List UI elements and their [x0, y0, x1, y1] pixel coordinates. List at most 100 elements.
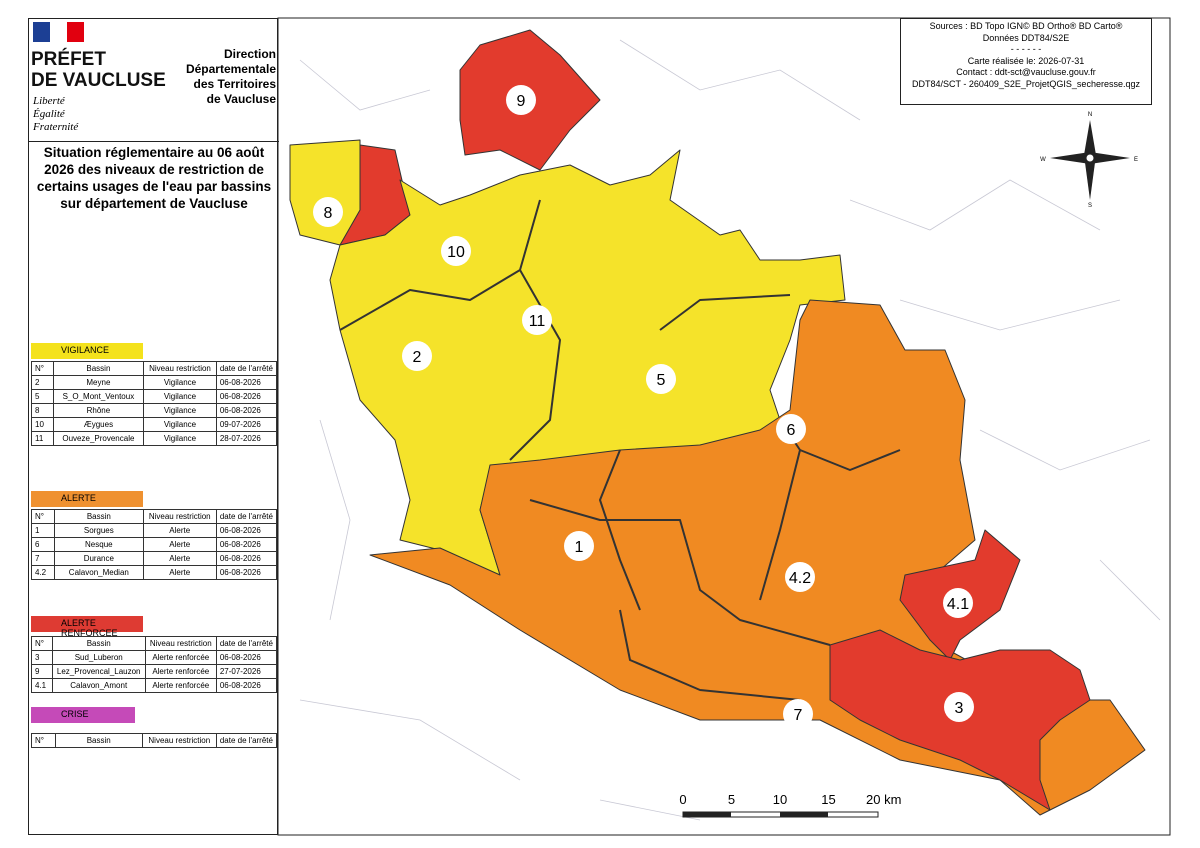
- cell: 06-08-2026: [215, 375, 278, 390]
- compass: [1050, 120, 1130, 200]
- table-row: 6 Nesque Alerte 06-08-2026: [30, 537, 278, 552]
- column-header: Niveau restriction: [144, 636, 217, 651]
- basin-marker: [783, 699, 813, 729]
- source-line: Contact : ddt-sct@vaucluse.gouv.fr: [956, 67, 1096, 77]
- department-line: de Vaucluse: [206, 92, 276, 106]
- column-header: Bassin: [54, 733, 143, 748]
- column-header: date de l'arrêté: [215, 636, 278, 651]
- motto-line: Égalité: [33, 108, 65, 120]
- basin-marker: [776, 414, 806, 444]
- table-row: 11 Ouveze_Provencale Vigilance 28-07-2026: [31, 431, 278, 446]
- column-header: date de l'arrêté: [215, 733, 278, 748]
- cell: Vigilance: [143, 403, 217, 418]
- basin-marker: [944, 692, 974, 722]
- basin-label: 4.2: [789, 570, 811, 587]
- level-header: ALERTE RENFORCEE: [31, 616, 143, 638]
- cell: 10: [31, 417, 54, 432]
- cell: 5: [31, 389, 54, 404]
- column-header: Niveau restriction: [143, 361, 217, 376]
- cell: Sorgues: [54, 523, 144, 538]
- scale-label: 5: [728, 792, 735, 807]
- basins: [289, 29, 1146, 816]
- source-line: Sources : BD Topo IGN© BD Ortho® BD Cart…: [929, 21, 1123, 31]
- basin-marker: [441, 236, 471, 266]
- scale-bar: 0 5 10 15 20 km: [679, 792, 901, 818]
- table-row: 5 S_O_Mont_Ventoux Vigilance 06-08-2026: [31, 389, 278, 404]
- cell: Nesque: [54, 537, 144, 552]
- basin-label: 10: [447, 244, 465, 261]
- cell: Rhône: [52, 403, 145, 418]
- compass-label: E: [1134, 157, 1138, 163]
- basin-label: 1: [575, 539, 584, 556]
- title: Situation réglementaire au 06 août 2026 …: [29, 141, 279, 353]
- table-row: 8 Rhône Vigilance 06-08-2026: [31, 403, 278, 418]
- prefet: PRÉFET DE VAUCLUSE: [31, 49, 166, 91]
- scale-label: 15: [821, 792, 835, 807]
- cell: Meyne: [52, 375, 145, 390]
- cell: Æygues: [52, 417, 145, 432]
- flag-logo: [33, 22, 84, 42]
- basin-label: 4.1: [947, 596, 969, 613]
- cell: Vigilance: [143, 375, 217, 390]
- source-line: DDT84/SCT - 260409_S2E_ProjetQGIS_secher…: [912, 78, 1140, 89]
- basin-marker: [785, 562, 815, 592]
- column-header: Bassin: [52, 361, 145, 376]
- cell: Alerte renforcée: [144, 678, 217, 693]
- cell: Lez_Provencal_Lauzon: [51, 664, 146, 679]
- basin-marker: [402, 341, 432, 371]
- level-header: VIGILANCE: [31, 343, 143, 359]
- department-line: Départementale: [185, 62, 276, 76]
- column-header: date de l'arrêté: [215, 509, 278, 524]
- cell: 9: [31, 664, 53, 679]
- restriction-table: N° Bassin Niveau restriction date de l'arrê…: [31, 361, 278, 446]
- basin-label: 11: [529, 313, 546, 330]
- column-header: Bassin: [51, 636, 146, 651]
- cell: Calavon_Median: [54, 565, 144, 580]
- table-row: 3 Sud_Luberon Alerte renforcée 06-08-2026: [31, 650, 278, 665]
- basin-label: 8: [324, 205, 333, 222]
- basin-label: 2: [413, 349, 422, 366]
- compass-label: N: [1088, 112, 1092, 118]
- cell: Alerte renforcée: [144, 664, 217, 679]
- cell: Alerte: [142, 565, 217, 580]
- basin-marker: [564, 531, 594, 561]
- cell: Calavon_Amont: [51, 678, 146, 693]
- column-header: date de l'arrêté: [215, 361, 278, 376]
- cell: 09-07-2026: [215, 417, 278, 432]
- basin-marker: [506, 85, 536, 115]
- cell: 7: [30, 551, 56, 566]
- column-header: Bassin: [54, 509, 144, 524]
- cell: 3: [31, 650, 53, 665]
- cell: 06-08-2026: [215, 565, 278, 580]
- column-header: N°: [31, 636, 53, 651]
- source-line: - - - - - -: [1010, 44, 1042, 54]
- cell: 06-08-2026: [215, 389, 278, 404]
- basin-marker: [646, 364, 676, 394]
- column-header: N°: [31, 733, 56, 748]
- table-header: N° Bassin Niveau restriction date de l'arrê…: [31, 361, 278, 376]
- compass-label: S: [1088, 203, 1092, 209]
- table-header: N° Bassin Niveau restriction date de l'arrê…: [31, 733, 278, 748]
- cell: 8: [31, 403, 54, 418]
- sources: Sources : BD Topo IGN© BD Ortho® BD Cart…: [900, 18, 1152, 105]
- commune-outlines: [299, 39, 1161, 821]
- cell: Vigilance: [143, 431, 217, 446]
- basin-marker: [943, 588, 973, 618]
- motto-line: Liberté: [33, 95, 65, 107]
- basin-marker: [313, 197, 343, 227]
- cell: Ouveze_Provencale: [52, 431, 145, 446]
- column-header: N°: [31, 361, 54, 376]
- table-header: N° Bassin Niveau restriction date de l'arrê…: [31, 636, 278, 651]
- table-row: 9 Lez_Provencal_Lauzon Alerte renforcée 27-…: [31, 664, 278, 679]
- department-line: Direction: [223, 47, 276, 61]
- table-header: N° Bassin Niveau restriction date de l'arrê…: [30, 509, 278, 524]
- level-header: ALERTE: [31, 491, 143, 507]
- cell: 28-07-2026: [215, 431, 278, 446]
- basin-label: 5: [657, 372, 666, 389]
- restriction-table: N° Bassin Niveau restriction date de l'arrê…: [31, 733, 278, 748]
- cell: 11: [31, 431, 54, 446]
- cell: 06-08-2026: [215, 523, 278, 538]
- department: Direction Départementale des Territoires de…: [171, 47, 276, 107]
- cell: 06-08-2026: [215, 537, 278, 552]
